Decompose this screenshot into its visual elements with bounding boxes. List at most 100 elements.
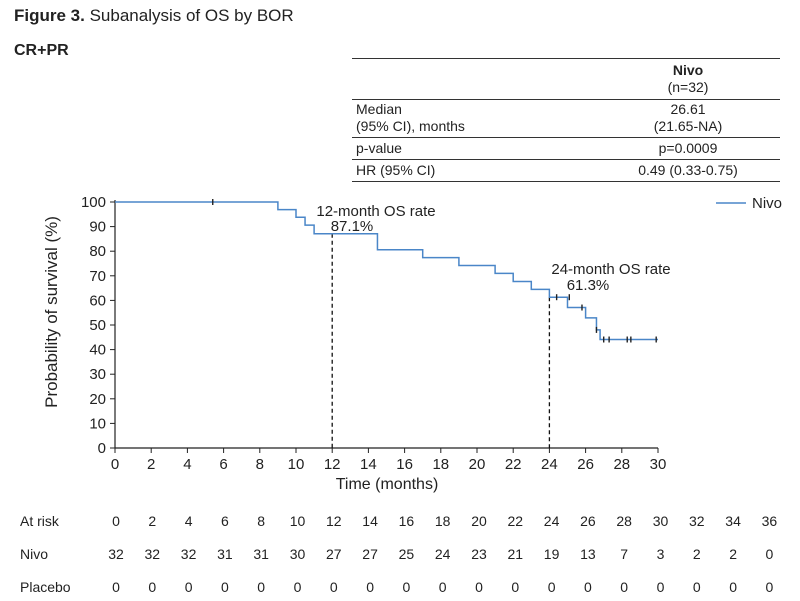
at-risk-count: 13	[580, 546, 596, 562]
at-risk-time: 22	[507, 513, 524, 529]
at-risk-count: 31	[217, 546, 233, 562]
at-risk-count: 2	[692, 546, 701, 562]
x-tick-label: 16	[396, 456, 413, 473]
at-risk-time: 34	[725, 513, 741, 529]
at-risk-time: 24	[543, 513, 560, 529]
at-risk-count: 0	[184, 579, 193, 595]
at-risk-time: 26	[580, 513, 596, 529]
y-tick-label: 40	[89, 342, 106, 359]
at-risk-time: 4	[184, 513, 193, 529]
at-risk-time: 20	[471, 513, 487, 529]
at-risk-count: 7	[620, 546, 629, 562]
x-tick-label: 20	[469, 456, 486, 473]
at-risk-time: 32	[689, 513, 705, 529]
x-tick-label: 26	[577, 456, 594, 473]
legend-label: Nivo	[752, 195, 782, 212]
at-risk-time: 6	[220, 513, 229, 529]
at-risk-count: 0	[620, 579, 629, 595]
at-risk-count: 31	[253, 546, 269, 562]
table-row-hr-label: HR (95% CI)	[356, 162, 436, 178]
at-risk-count: 27	[362, 546, 378, 562]
x-tick-label: 8	[256, 456, 264, 473]
at-risk-time: 10	[289, 513, 306, 529]
y-tick-label: 90	[89, 219, 106, 236]
at-risk-count: 24	[434, 546, 451, 562]
at-risk-count: 0	[148, 579, 157, 595]
y-tick-label: 60	[89, 292, 106, 309]
at-risk-count: 0	[765, 546, 774, 562]
at-risk-time: 16	[398, 513, 415, 529]
x-tick-label: 30	[650, 456, 667, 473]
at-risk-row-label: Placebo	[20, 579, 71, 595]
at-risk-count: 30	[289, 546, 306, 562]
table-top-rule	[352, 58, 780, 59]
x-tick-label: 28	[613, 456, 630, 473]
at-risk-time: 28	[616, 513, 632, 529]
at-risk-count: 27	[326, 546, 342, 562]
y-tick-label: 0	[98, 440, 106, 457]
y-tick-label: 100	[81, 194, 106, 211]
y-tick-label: 50	[89, 317, 106, 334]
y-tick-label: 70	[89, 268, 106, 285]
at-risk-count: 0	[729, 579, 737, 595]
figure-title-text: Subanalysis of OS by BOR	[89, 6, 294, 25]
at-risk-count: 0	[583, 579, 592, 595]
at-risk-count: 0	[293, 579, 302, 595]
at-risk-count: 0	[438, 579, 447, 595]
at-risk-count: 23	[471, 546, 487, 562]
y-tick-label: 80	[89, 243, 106, 260]
table-group-n: (n=32)	[667, 79, 709, 95]
table-row-rule	[352, 137, 780, 138]
series-line-nivo	[115, 201, 658, 341]
table-row-pvalue-value: p=0.0009	[658, 140, 718, 156]
at-risk-count: 0	[511, 579, 520, 595]
table-row-rule	[352, 159, 780, 160]
at-risk-count: 32	[108, 546, 124, 562]
at-risk-count: 0	[402, 579, 411, 595]
at-risk-count: 0	[547, 579, 556, 595]
at-risk-count: 25	[398, 546, 415, 562]
annotation-12-month-label: 12-month OS rate	[316, 203, 435, 220]
at-risk-time: 14	[362, 513, 378, 529]
at-risk-count: 0	[765, 579, 774, 595]
x-tick-label: 10	[288, 456, 305, 473]
figure-title: Figure 3. Subanalysis of OS by BOR	[14, 6, 294, 26]
at-risk-count: 0	[366, 579, 374, 595]
table-row-hr-value: 0.49 (0.33-0.75)	[638, 162, 738, 178]
x-tick-label: 14	[360, 456, 377, 473]
x-axis-title: Time (months)	[335, 476, 439, 493]
table-row-median-label2: (95% CI), months	[356, 118, 465, 134]
x-tick-label: 0	[111, 456, 119, 473]
table-row-median-value1: 26.61	[670, 101, 706, 117]
at-risk-count: 0	[257, 579, 266, 595]
table-header-rule	[352, 99, 780, 100]
table-bottom-rule	[352, 181, 780, 182]
y-tick-label: 20	[89, 391, 106, 408]
at-risk-time: 0	[112, 513, 120, 529]
at-risk-row-label: Nivo	[20, 546, 49, 562]
at-risk-count: 0	[329, 579, 338, 595]
annotation-12-month-value: 87.1%	[331, 218, 374, 235]
figure-label: Figure 3.	[14, 6, 85, 25]
x-tick-label: 18	[432, 456, 449, 473]
at-risk-time: 36	[761, 513, 778, 529]
at-risk-count: 0	[112, 579, 120, 595]
x-tick-label: 12	[324, 456, 341, 473]
at-risk-count: 2	[729, 546, 737, 562]
x-tick-label: 2	[147, 456, 155, 473]
at-risk-header: At risk	[20, 513, 59, 529]
table-row-median-label1: Median	[356, 101, 402, 117]
at-risk-count: 21	[507, 546, 524, 562]
at-risk-time: 8	[257, 513, 266, 529]
at-risk-count: 32	[180, 546, 197, 562]
table-row-pvalue-label: p-value	[356, 140, 402, 156]
x-tick-label: 24	[541, 456, 558, 473]
at-risk-count: 19	[543, 546, 560, 562]
annotation-24-month-label: 24-month OS rate	[551, 261, 670, 278]
x-tick-label: 22	[505, 456, 522, 473]
annotation-24-month-value: 61.3%	[567, 277, 610, 294]
at-risk-time: 12	[326, 513, 342, 529]
at-risk-count: 3	[656, 546, 665, 562]
subgroup-label: CR+PR	[14, 42, 69, 59]
